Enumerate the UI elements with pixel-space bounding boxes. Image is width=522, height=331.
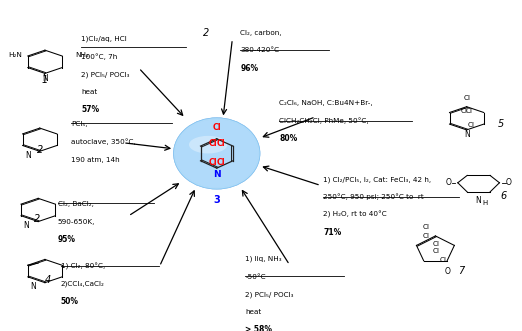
- Text: Cl: Cl: [212, 123, 221, 132]
- Text: 1) liq, NH₃: 1) liq, NH₃: [245, 256, 282, 262]
- Text: 380-420°C: 380-420°C: [240, 47, 279, 54]
- Text: Cl: Cl: [465, 108, 472, 114]
- Ellipse shape: [174, 118, 259, 189]
- Text: heat: heat: [81, 89, 98, 95]
- Text: 57%: 57%: [81, 105, 100, 114]
- Text: 2: 2: [34, 214, 40, 224]
- Text: C₂Cl₆, NaOH, C:Bu4N+Br-,: C₂Cl₆, NaOH, C:Bu4N+Br-,: [279, 100, 373, 106]
- Text: Cl: Cl: [433, 248, 440, 254]
- Text: N: N: [23, 221, 29, 230]
- Text: 3: 3: [213, 195, 220, 205]
- Text: N: N: [25, 151, 31, 160]
- Text: 7: 7: [458, 266, 465, 276]
- Text: Cl: Cl: [423, 233, 430, 239]
- Text: 2) PCl₅/ POCl₃: 2) PCl₅/ POCl₃: [245, 291, 294, 298]
- Text: N: N: [30, 282, 36, 291]
- Text: H: H: [483, 201, 488, 207]
- Ellipse shape: [174, 118, 259, 189]
- Text: N: N: [213, 169, 221, 179]
- Text: 6: 6: [500, 191, 506, 201]
- Text: 80%: 80%: [279, 134, 298, 143]
- Text: PCl₅,: PCl₅,: [71, 121, 88, 127]
- Text: Cl: Cl: [440, 257, 446, 263]
- Text: NH₂: NH₂: [75, 52, 89, 58]
- Text: H₂N: H₂N: [8, 52, 22, 58]
- Text: Cl: Cl: [422, 224, 429, 230]
- Text: 1: 1: [42, 75, 48, 85]
- Ellipse shape: [174, 118, 259, 189]
- Text: Cl₂, BaCl₂,: Cl₂, BaCl₂,: [58, 201, 94, 207]
- Ellipse shape: [189, 136, 228, 154]
- Text: autoclave, 350°C,: autoclave, 350°C,: [71, 139, 136, 146]
- Text: 2)CCl₄,CaCl₂: 2)CCl₄,CaCl₂: [61, 281, 104, 287]
- Text: 250°C, 950 psi; 250°C to  rt: 250°C, 950 psi; 250°C to rt: [324, 194, 424, 201]
- Text: 95%: 95%: [58, 235, 76, 244]
- Text: N: N: [42, 74, 48, 83]
- Text: 190 atm, 14h: 190 atm, 14h: [71, 157, 120, 163]
- Text: 100°C, 7h: 100°C, 7h: [81, 53, 117, 60]
- Text: 2) PCl₅/ POCl₃: 2) PCl₅/ POCl₃: [81, 71, 130, 77]
- Text: N: N: [476, 196, 481, 205]
- Text: 4: 4: [44, 275, 51, 285]
- Text: 590-650K,: 590-650K,: [58, 218, 96, 224]
- Text: > 58%: > 58%: [245, 325, 272, 331]
- Text: Cl: Cl: [467, 122, 474, 128]
- Text: O: O: [444, 267, 450, 276]
- Text: N: N: [464, 130, 469, 139]
- Text: O: O: [506, 178, 512, 187]
- Text: Cl: Cl: [209, 158, 217, 167]
- Text: O: O: [445, 178, 452, 187]
- Text: 1) Cl₂/PCl₅, I₂, Cat: FeCl₃, 42 h,: 1) Cl₂/PCl₅, I₂, Cat: FeCl₃, 42 h,: [324, 176, 432, 183]
- Text: Cl: Cl: [216, 158, 225, 167]
- Text: 2: 2: [37, 145, 43, 155]
- Text: 5: 5: [497, 119, 504, 129]
- Text: 96%: 96%: [240, 64, 258, 73]
- Text: Cl: Cl: [433, 241, 440, 247]
- Text: heat: heat: [245, 309, 262, 315]
- Text: 1) Cl₂, 80°C,: 1) Cl₂, 80°C,: [61, 263, 105, 270]
- Text: 2) H₂O, rt to 40°C: 2) H₂O, rt to 40°C: [324, 211, 387, 218]
- Text: Cl: Cl: [463, 95, 470, 101]
- Text: Cl: Cl: [216, 139, 225, 148]
- Text: ClCH₂CH₂Cl, PhMe, 50°C,: ClCH₂CH₂Cl, PhMe, 50°C,: [279, 118, 369, 124]
- Text: 2: 2: [203, 28, 209, 38]
- Text: 50%: 50%: [61, 298, 79, 307]
- Text: Cl: Cl: [461, 108, 468, 114]
- Text: 1)Cl₂/aq, HCl: 1)Cl₂/aq, HCl: [81, 36, 127, 42]
- Text: Cl: Cl: [209, 139, 217, 148]
- Text: 71%: 71%: [324, 228, 342, 237]
- Text: Cl₂, carbon,: Cl₂, carbon,: [240, 30, 282, 36]
- Text: -50°C: -50°C: [245, 273, 266, 280]
